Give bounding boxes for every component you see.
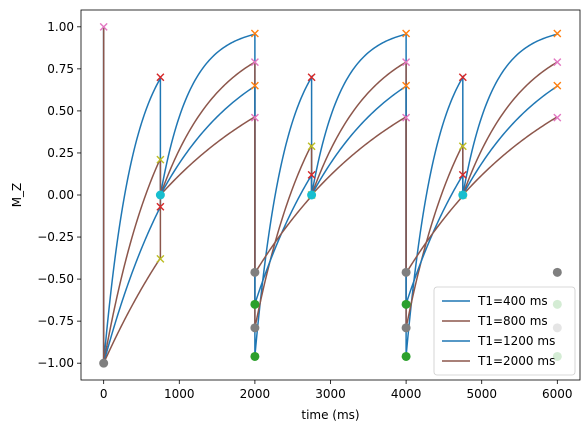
x-marker-25 [553,113,562,122]
dot-marker-8 [401,267,411,277]
x-tick-label-4000: 4000 [391,387,422,401]
y-tick-label-5: 0.25 [47,146,74,160]
y-tick-label-6: 0.50 [47,104,74,118]
x-marker-15 [402,58,411,67]
dot-marker-9 [401,299,411,309]
dot-marker-4 [250,299,260,309]
y-tick-label-3: −0.25 [37,230,74,244]
x-marker-4 [156,202,165,211]
y-axis-ticks: −1.00 −0.75 −0.50 −0.25 0.00 0.25 0.50 0.75 1.00 [37,20,81,370]
x-marker-3 [156,155,165,164]
y-tick-label-8: 1.00 [47,20,74,34]
x-axis-label: time (ms) [301,408,359,422]
series-line-2 [102,26,558,364]
dot-marker-10 [401,323,411,333]
legend: T1=400 ms T1=800 ms T1=1200 ms T1=2000 ms [433,286,576,376]
x-marker-22 [553,29,562,38]
y-tick-label-4: 0.00 [47,188,74,202]
x-marker-5 [156,254,165,263]
legend-label-2: T1=800 ms [477,314,548,328]
x-tick-label-5000: 5000 [466,387,497,401]
legend-label-1: T1=400 ms [477,294,548,308]
x-tick-label-2000: 2000 [240,387,271,401]
y-axis-label: M_Z [10,183,24,208]
x-marker-9 [250,113,259,122]
dot-marker-13 [552,267,562,277]
x-marker-18 [458,73,467,82]
x-marker-11 [307,142,316,151]
dot-marker-7 [307,190,317,200]
legend-label-4: T1=2000 ms [477,354,555,368]
x-marker-24 [553,81,562,90]
x-axis-ticks: 0 1000 2000 3000 4000 5000 6000 [100,380,573,401]
x-tick-label-6000: 6000 [542,387,573,401]
x-tick-label-1000: 1000 [164,387,195,401]
x-marker-6 [250,29,259,38]
x-tick-label-3000: 3000 [315,387,346,401]
x-marker-12 [307,170,316,179]
dot-marker-5 [250,323,260,333]
x-marker-19 [458,142,467,151]
x-marker-23 [553,58,562,67]
x-marker-7 [250,58,259,67]
x-tick-label-0: 0 [100,387,108,401]
y-tick-label-2: −0.50 [37,272,74,286]
x-marker-8 [250,81,259,90]
dot-marker-12 [458,190,468,200]
dot-marker-2 [155,190,165,200]
x-marker-1 [99,22,108,31]
x-marker-2 [156,73,165,82]
dot-marker-1 [99,358,109,368]
dot-marker-3 [250,267,260,277]
y-tick-label-1: −0.75 [37,314,74,328]
legend-label-3: T1=1200 ms [477,334,555,348]
x-marker-16 [402,81,411,90]
dot-marker-6 [250,351,260,361]
y-tick-label-0: −1.00 [37,356,74,370]
y-tick-label-7: 0.75 [47,62,74,76]
legend-box [433,286,576,376]
dot-marker-11 [401,351,411,361]
x-marker-14 [402,29,411,38]
x-marker-20 [458,170,467,179]
x-marker-17 [402,113,411,122]
x-marker-10 [307,73,316,82]
